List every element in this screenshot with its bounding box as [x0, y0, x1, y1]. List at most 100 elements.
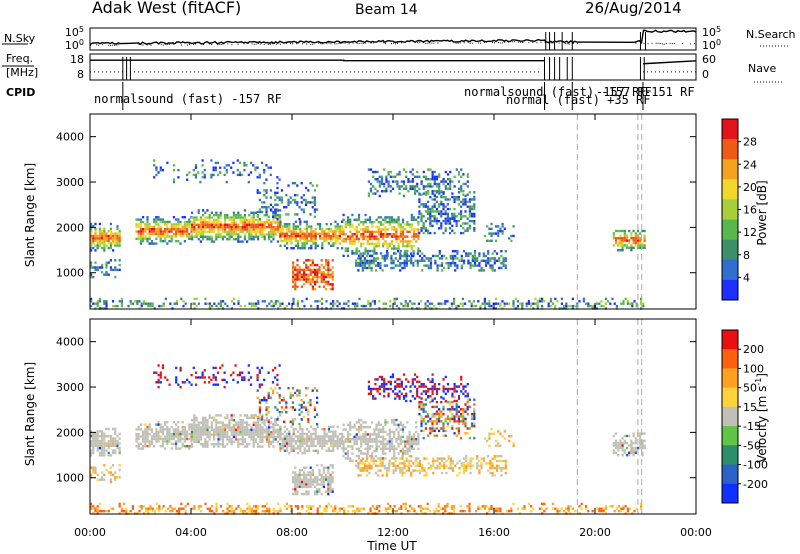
velocity-cell	[303, 447, 306, 450]
power-cell	[254, 218, 257, 222]
velocity-cell	[630, 439, 633, 442]
power-cell	[191, 226, 194, 229]
velocity-cell	[161, 433, 164, 436]
power-cell	[331, 287, 334, 291]
velocity-cell	[449, 400, 452, 404]
power-cell	[191, 235, 194, 238]
power-cell	[417, 228, 420, 231]
power-cell	[257, 235, 260, 238]
power-cell	[336, 227, 339, 231]
power-cell	[625, 239, 629, 242]
velocity-cell	[357, 438, 361, 441]
velocity-cell	[191, 428, 194, 431]
velocity-cell	[382, 435, 385, 438]
velocity-cell	[371, 421, 374, 424]
power-cell	[411, 173, 414, 176]
velocity-cell	[314, 444, 317, 448]
power-cell	[197, 218, 200, 222]
power-cell	[410, 259, 413, 262]
power-cell	[302, 210, 305, 214]
velocity-cell	[446, 390, 450, 393]
power-cell	[172, 178, 176, 181]
velocity-cell	[155, 435, 158, 438]
power-cell	[471, 205, 474, 208]
velocity-cell	[193, 438, 196, 441]
velocity-cell	[188, 437, 191, 441]
velocity-cell	[393, 421, 396, 424]
velocity-cell	[226, 416, 229, 419]
velocity-cell	[366, 442, 369, 446]
power-cell	[346, 237, 350, 241]
velocity-cell	[394, 380, 397, 383]
velocity-cell	[462, 385, 465, 388]
power-cell	[410, 223, 413, 226]
power-cell	[621, 239, 624, 242]
velocity-cell	[194, 376, 198, 379]
velocity-cell	[388, 447, 391, 450]
velocity-cell	[303, 437, 306, 440]
power-cell	[288, 239, 291, 243]
power-cell	[381, 269, 384, 272]
power-cell	[327, 283, 330, 286]
power-cell	[210, 223, 213, 226]
power-cell	[153, 164, 156, 167]
power-cell	[589, 304, 592, 308]
power-cell	[471, 198, 474, 201]
power-cell	[148, 228, 151, 231]
power-cell	[493, 250, 496, 253]
power-cell	[377, 264, 380, 267]
power-cell	[634, 232, 637, 235]
power-cell	[429, 217, 432, 220]
velocity-cell	[213, 431, 216, 434]
power-cell	[103, 273, 106, 276]
power-cell	[422, 170, 425, 174]
power-cell	[473, 250, 477, 253]
velocity-cell	[435, 420, 438, 423]
power-cell	[360, 233, 363, 236]
power-cell	[391, 175, 395, 178]
power-cell	[412, 264, 415, 267]
velocity-cell	[384, 430, 387, 434]
power-cell	[401, 221, 405, 224]
velocity-cell	[379, 428, 383, 431]
power-cell	[410, 228, 413, 231]
power-cell	[98, 244, 101, 247]
velocity-cell	[268, 435, 271, 439]
velocity-cell	[372, 457, 375, 460]
velocity-cell	[254, 433, 257, 436]
velocity-cell	[458, 459, 461, 463]
power-cell	[405, 259, 408, 262]
velocity-cell	[259, 445, 262, 448]
power-cell	[276, 214, 279, 217]
power-cell	[355, 237, 358, 241]
power-cell	[473, 212, 476, 216]
velocity-cell	[366, 450, 369, 453]
power-cell	[139, 223, 142, 226]
power-cell	[462, 193, 465, 196]
velocity-cell	[327, 447, 330, 450]
velocity-cell	[401, 474, 404, 477]
velocity-cell	[274, 428, 277, 431]
power-cell	[390, 235, 394, 238]
power-cell	[213, 226, 216, 229]
power-cell	[453, 231, 456, 235]
velocity-cell	[292, 471, 295, 474]
velocity-cell	[177, 440, 180, 443]
power-cell	[375, 218, 378, 221]
velocity-cell	[458, 467, 461, 470]
power-cell	[435, 217, 438, 220]
power-cell	[391, 180, 395, 183]
velocity-cell	[329, 464, 332, 467]
power-cell	[355, 250, 358, 253]
power-cell	[177, 218, 180, 221]
power-cell	[157, 218, 160, 221]
velocity-cell	[375, 433, 378, 436]
power-cell	[292, 227, 295, 231]
velocity-cell	[248, 416, 251, 419]
velocity-cell	[451, 424, 454, 428]
velocity-cell	[420, 417, 423, 421]
power-cell	[454, 269, 457, 272]
power-cell	[224, 226, 227, 229]
velocity-cell	[311, 483, 314, 486]
velocity-cell	[318, 471, 321, 474]
